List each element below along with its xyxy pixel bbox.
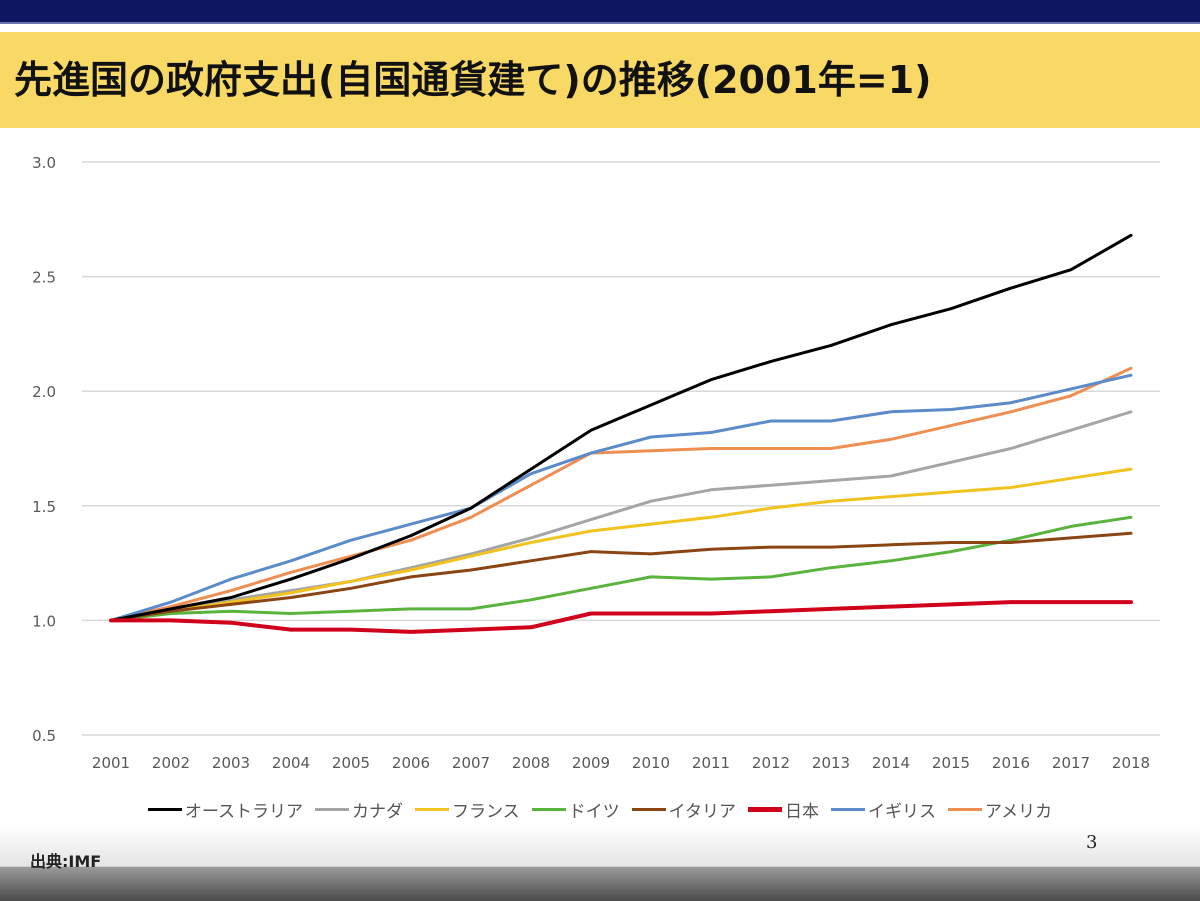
legend-swatch <box>948 807 982 811</box>
x-tick-label: 2008 <box>512 754 550 772</box>
x-tick-label: 2015 <box>932 754 970 772</box>
x-tick-label: 2011 <box>692 754 730 772</box>
legend-swatch <box>631 807 666 811</box>
legend-item: イタリア <box>631 797 736 822</box>
x-tick-label: 2017 <box>1052 754 1090 772</box>
legend-label: アメリカ <box>985 801 1053 822</box>
y-axis-ticks: 0.5 1.0 1.5 2.0 2.5 3.0 <box>32 154 56 745</box>
x-tick-label: 2004 <box>272 754 310 772</box>
legend-item: アメリカ <box>948 797 1052 822</box>
legend-label: 日本 <box>785 801 819 822</box>
legend-label: イタリア <box>668 801 736 822</box>
x-tick-label: 2002 <box>152 754 190 772</box>
series-line-5 <box>109 600 1133 634</box>
legend-swatch <box>531 807 566 811</box>
x-tick-label: 2013 <box>812 754 850 772</box>
y-tick-label: 0.5 <box>32 727 56 745</box>
page-number: 3 <box>1086 832 1098 853</box>
legend-swatch <box>415 807 449 811</box>
y-tick-label: 1.0 <box>32 612 56 630</box>
legend-item: イギリス <box>831 797 936 822</box>
x-tick-label: 2001 <box>92 754 130 772</box>
legend-item: ドイツ <box>531 797 620 822</box>
series-line-2 <box>109 467 1133 622</box>
source-label: 出典:IMF <box>30 852 102 871</box>
y-tick-label: 2.0 <box>32 383 56 401</box>
legend-swatch <box>831 807 865 811</box>
legend-label: イギリス <box>868 801 936 822</box>
x-tick-label: 2006 <box>392 754 430 772</box>
x-axis-ticks: 2001 2002 2003 2004 2005 2006 2007 2008 2009 2010… <box>92 754 1150 772</box>
series-line-1 <box>109 410 1133 622</box>
legend-item: オーストラリア <box>147 797 303 822</box>
x-tick-label: 2014 <box>872 754 910 772</box>
legend-item: フランス <box>415 797 520 822</box>
x-tick-label: 2018 <box>1112 754 1150 772</box>
x-tick-label: 2016 <box>992 754 1030 772</box>
series-line-6 <box>109 373 1133 622</box>
chart-area: 0.5 1.0 1.5 2.0 2.5 3.0 2001 2002 2003 2004 2005 2… <box>0 130 1200 830</box>
legend-label: カナダ <box>352 801 403 822</box>
series-line-7 <box>109 366 1133 622</box>
series-lines <box>109 233 1133 634</box>
legend-item: カナダ <box>315 797 403 822</box>
top-bar <box>0 0 1200 24</box>
title-band: 先進国の政府支出(自国通貨建て)の推移(2001年=1) <box>0 32 1200 128</box>
legend: オーストラリア カナダ フランス ドイツ イタリア 日本 イギリス アメリカ <box>0 794 1200 824</box>
x-tick-label: 2009 <box>572 754 610 772</box>
footer-bar <box>0 866 1200 901</box>
x-tick-label: 2007 <box>452 754 490 772</box>
series-line-3 <box>109 515 1133 622</box>
legend-swatch <box>315 807 349 811</box>
line-chart: 0.51.01.52.02.53.0 2001 2002 2003 2004 2005 2… <box>32 154 1160 772</box>
x-tick-label: 2003 <box>212 754 250 772</box>
legend-label: オーストラリア <box>184 801 303 822</box>
y-tick-label: 2.5 <box>32 269 56 287</box>
legend-item: 日本 <box>748 797 819 822</box>
legend-label: ドイツ <box>568 801 620 822</box>
legend-swatch <box>748 806 782 812</box>
x-tick-label: 2012 <box>752 754 790 772</box>
legend-swatch <box>147 807 182 811</box>
series-line-0 <box>109 233 1133 622</box>
gridlines <box>82 161 1160 736</box>
x-tick-label: 2005 <box>332 754 370 772</box>
footer-fade <box>0 826 1200 866</box>
slide-title: 先進国の政府支出(自国通貨建て)の推移(2001年=1) <box>14 58 932 102</box>
legend-label: フランス <box>452 801 520 822</box>
y-tick-label: 1.5 <box>32 498 56 516</box>
x-tick-label: 2010 <box>632 754 670 772</box>
series-line-4 <box>109 531 1133 622</box>
y-tick-label: 3.0 <box>32 154 56 172</box>
